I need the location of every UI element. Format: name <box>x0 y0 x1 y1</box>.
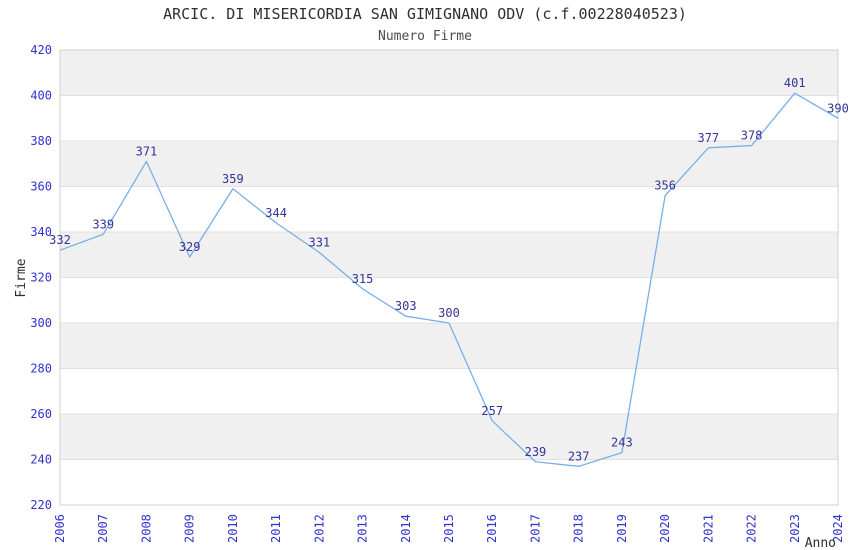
data-point-label: 332 <box>49 233 71 247</box>
data-series <box>59 92 839 467</box>
grid-band <box>60 368 838 414</box>
y-axis-tick-label: 280 <box>30 362 52 376</box>
data-point-label: 243 <box>611 436 633 450</box>
y-axis-tick-label: 380 <box>30 134 52 148</box>
x-axis-tick-label: 2010 <box>226 514 240 543</box>
x-axis-tick-label: 2006 <box>53 514 67 543</box>
data-point-label: 257 <box>481 404 503 418</box>
x-axis-tick-label: 2007 <box>96 514 110 543</box>
grid-band <box>60 141 838 187</box>
x-axis-tick-label: 2017 <box>528 514 542 543</box>
data-point-label: 344 <box>265 206 287 220</box>
data-point-label: 401 <box>784 76 806 90</box>
x-axis-tick-label: 2009 <box>183 514 197 543</box>
y-axis-tick-label: 340 <box>30 225 52 239</box>
grid-band <box>60 277 838 323</box>
y-axis-tick-label: 240 <box>30 453 52 467</box>
y-axis-tick-label: 260 <box>30 407 52 421</box>
x-axis-tick-label: 2021 <box>701 514 715 543</box>
x-axis-tick-label: 2014 <box>399 514 413 543</box>
data-point-label: 356 <box>654 179 676 193</box>
grid-band <box>60 323 838 369</box>
x-axis-tick-label: 2022 <box>745 514 759 543</box>
data-point-label: 390 <box>827 101 849 115</box>
chart-title: ARCIC. DI MISERICORDIA SAN GIMIGNANO ODV… <box>163 5 687 23</box>
y-axis-tick-label: 320 <box>30 271 52 285</box>
x-axis-tick-label: 2019 <box>615 514 629 543</box>
grid-band <box>60 95 838 141</box>
gridlines <box>59 49 839 506</box>
x-axis-tick-label: 2018 <box>572 514 586 543</box>
data-point-label: 339 <box>92 217 114 231</box>
x-axis-tick-label: 2011 <box>269 514 283 543</box>
data-point-label: 300 <box>438 306 460 320</box>
plot-border <box>59 49 839 506</box>
data-point-label: 237 <box>568 449 590 463</box>
chart-subtitle: Numero Firme <box>378 29 472 44</box>
y-axis-tick-label: 220 <box>30 498 52 512</box>
grid-band <box>60 414 838 460</box>
x-axis-tick-label: 2016 <box>485 514 499 543</box>
y-axis-tick-label: 360 <box>30 180 52 194</box>
data-point-label: 329 <box>179 240 201 254</box>
data-point-label: 377 <box>697 131 719 145</box>
data-point-label: 303 <box>395 299 417 313</box>
y-axis-tick-label: 300 <box>30 316 52 330</box>
data-point-label: 371 <box>136 144 158 158</box>
x-axis-tick-label: 2023 <box>788 514 802 543</box>
x-axis-tick-label: 2008 <box>139 514 153 543</box>
grid-band <box>60 232 838 278</box>
x-axis-title: Anno <box>805 536 836 550</box>
data-point-label: 359 <box>222 172 244 186</box>
chart-line <box>59 92 839 467</box>
data-point-label: 239 <box>525 445 547 459</box>
data-point-label: 331 <box>308 235 330 249</box>
y-axis-title: Firme <box>14 258 29 297</box>
grid-band <box>60 50 838 96</box>
y-axis-tick-label: 420 <box>30 43 52 57</box>
x-axis-tick-label: 2024 <box>831 514 845 543</box>
data-point-label: 315 <box>352 272 374 286</box>
x-axis-tick-label: 2012 <box>312 514 326 543</box>
data-point-labels: 332 339 371 329 359 344 331 315 303 300 257 239 237 2… <box>49 76 849 463</box>
background-bands <box>60 50 838 505</box>
data-point-label: 378 <box>741 129 763 143</box>
x-axis-tick-label: 2015 <box>442 514 456 543</box>
y-axis-tick-label: 400 <box>30 89 52 103</box>
grid-band <box>60 186 838 232</box>
x-axis-tick-label: 2013 <box>356 514 370 543</box>
x-axis-tick-label: 2020 <box>658 514 672 543</box>
grid-band <box>60 459 838 505</box>
